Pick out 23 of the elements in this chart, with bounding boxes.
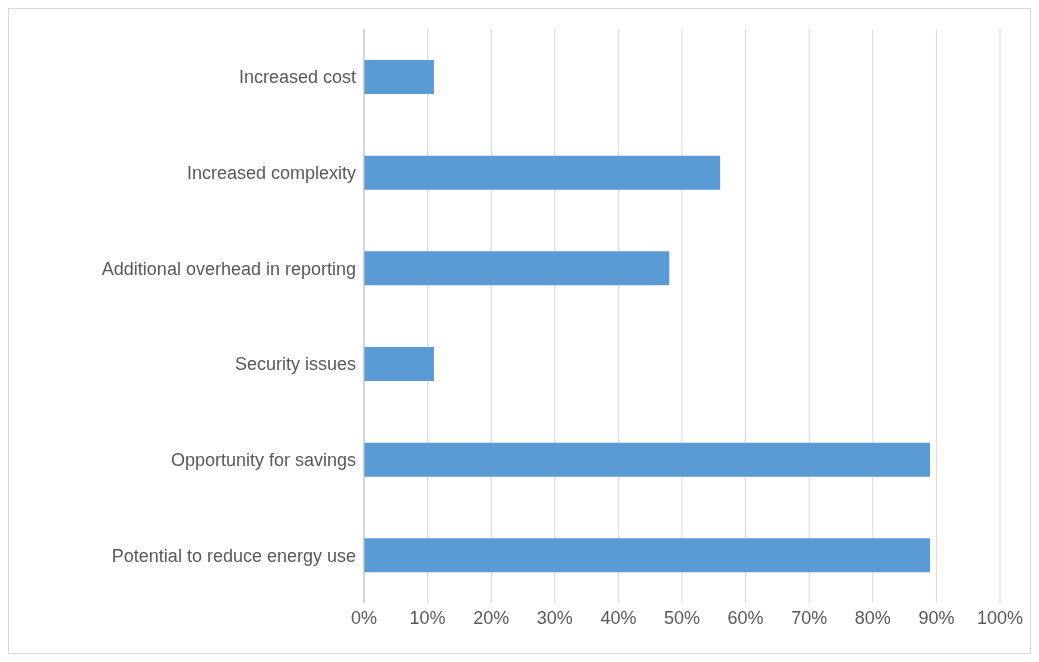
x-tick-label: 20%	[473, 607, 510, 628]
x-tick-label: 60%	[727, 607, 764, 628]
x-tick-label: 0%	[350, 607, 378, 628]
x-tick-label: 50%	[663, 607, 701, 628]
y-tick-label: Security issues	[234, 354, 356, 375]
x-tick-label: 100%	[976, 607, 1024, 628]
x-tick-label: 70%	[791, 607, 828, 628]
bar	[364, 60, 434, 94]
bar	[364, 155, 721, 190]
bar	[364, 442, 931, 477]
x-tick-label: 90%	[918, 607, 955, 628]
x-tick-label: 10%	[409, 607, 446, 628]
y-tick-label: Potential to reduce energy use	[111, 545, 356, 566]
y-tick-label: Increased cost	[238, 67, 356, 88]
x-tick-label: 40%	[600, 607, 637, 628]
bar	[364, 347, 434, 381]
y-tick-label: Additional overhead in reporting	[101, 258, 356, 279]
bar	[364, 251, 670, 286]
y-tick-label: Opportunity for savings	[170, 449, 356, 470]
bar	[364, 538, 931, 573]
y-tick-label: Increased complexity	[186, 162, 356, 183]
x-tick-label: 80%	[854, 607, 891, 628]
x-tick-label: 30%	[536, 607, 573, 628]
